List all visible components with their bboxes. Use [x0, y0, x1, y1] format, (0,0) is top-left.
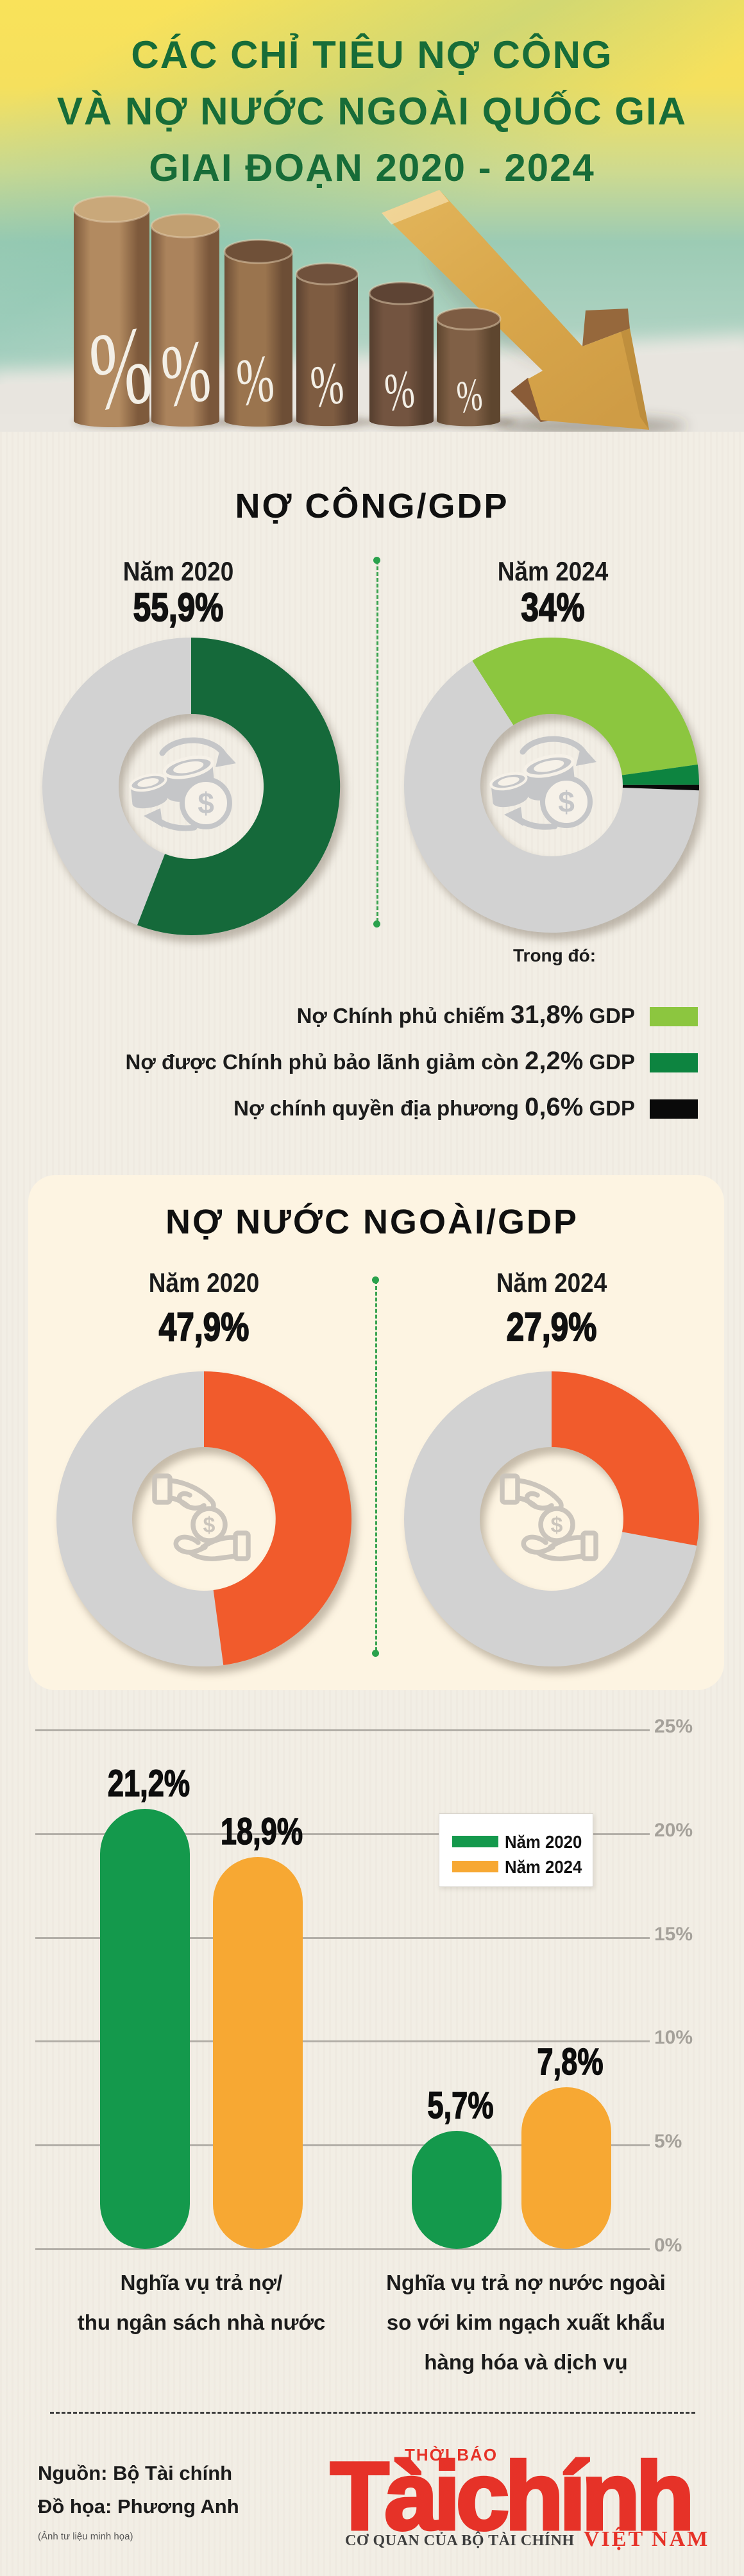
svg-text:%: % — [85, 301, 156, 432]
svg-text:$: $ — [203, 1513, 216, 1538]
svg-text:$: $ — [551, 1513, 563, 1538]
svg-text:%: % — [234, 341, 277, 421]
svg-text:%: % — [158, 321, 214, 427]
svg-text:%: % — [382, 359, 416, 423]
svg-text:$: $ — [198, 786, 214, 820]
svg-text:%: % — [308, 350, 346, 421]
svg-text:$: $ — [558, 785, 575, 818]
svg-text:%: % — [455, 369, 484, 424]
